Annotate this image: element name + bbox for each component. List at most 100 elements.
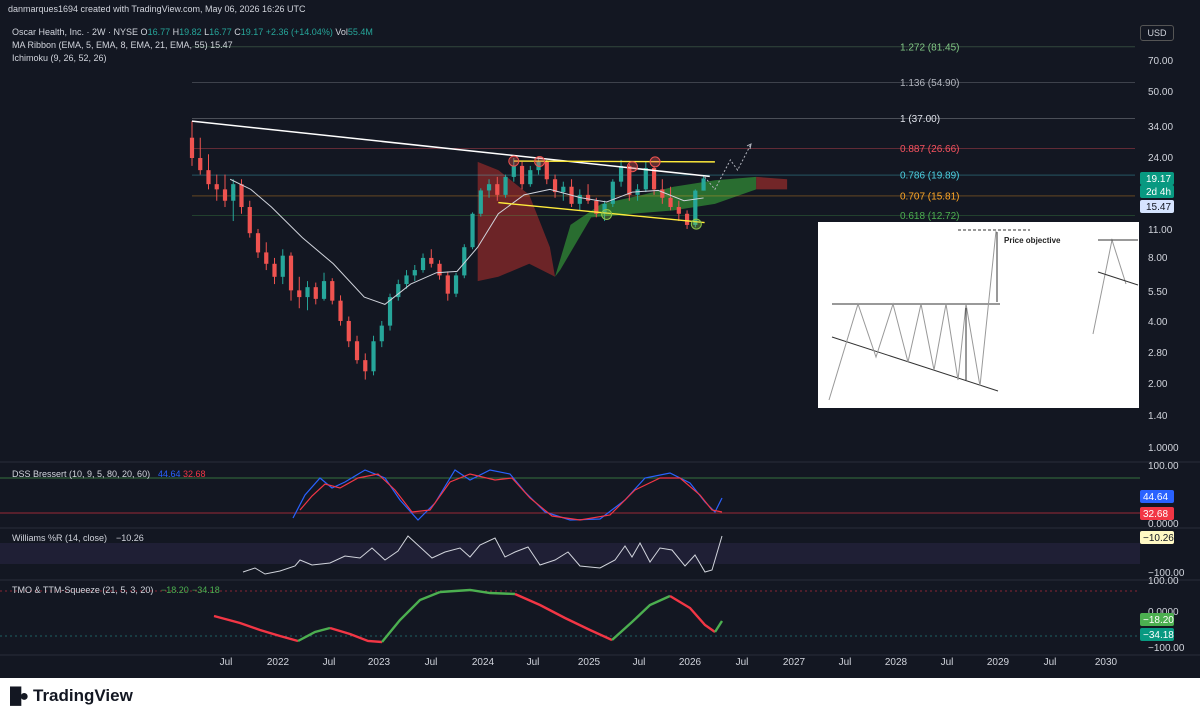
candle-body — [297, 290, 302, 298]
ichimoku-cloud-green — [555, 176, 757, 277]
candle-body — [330, 281, 335, 301]
symbol-title: Oscar Health, Inc. · 2W · NYSE — [12, 27, 139, 37]
candle-body — [214, 184, 219, 190]
pane-value-tag — [1140, 507, 1174, 520]
price-axis-label: 24.00 — [1148, 153, 1173, 164]
candle-body — [684, 213, 690, 225]
time-axis-label: Jul — [736, 657, 749, 668]
candle-body — [676, 207, 681, 214]
projection-arrow — [746, 143, 752, 150]
williams-value: −10.26 — [116, 533, 144, 543]
tmo-line — [514, 592, 613, 642]
inset-mini-bottom — [1097, 271, 1139, 286]
candle-body — [552, 179, 558, 193]
price-chart-svg: 1.272 (81.45) 1.136 (54.90) 1 (37.00) 0.887… — [0, 42, 1200, 668]
williams-line — [242, 535, 723, 575]
touch-marker — [690, 218, 702, 230]
tmo-title: TMO & TTM-Squeeze (21, 5, 3, 20) — [12, 585, 153, 595]
projection-path — [704, 143, 752, 191]
candle-body — [255, 233, 261, 253]
price-tag — [1140, 185, 1174, 198]
time-axis-label: Jul — [323, 657, 336, 668]
candle-body — [495, 184, 500, 195]
candle-body — [305, 287, 310, 298]
candle-body — [338, 300, 343, 321]
candle-body — [544, 161, 549, 180]
open-value: 16.77 — [147, 27, 171, 37]
candle-body — [594, 200, 599, 214]
touch-marker — [508, 155, 520, 167]
tmo-axis-label: 100.00 — [1148, 576, 1179, 587]
fib-label: 1 (37.00) — [900, 114, 940, 125]
symbol-legend: Oscar Health, Inc. · 2W · NYSE O16.77 H1… — [12, 27, 373, 37]
candle-body — [668, 197, 673, 208]
touch-marker — [601, 208, 613, 220]
candle-body — [643, 168, 648, 190]
candle-body — [503, 176, 508, 195]
pane-value-tag — [1140, 490, 1174, 503]
candle-body — [627, 165, 632, 195]
indicator-panes: DSS Bressert (10, 9, 5, 80, 20, 60) 44.64… — [0, 461, 1200, 656]
descending-trendline — [191, 120, 710, 178]
candle-body — [412, 270, 417, 276]
candle-body — [288, 255, 294, 291]
candle-body — [429, 257, 434, 264]
fibonacci-levels: 1.272 (81.45) 1.136 (54.90) 1 (37.00) 0.887… — [192, 42, 1135, 222]
candle-body — [528, 170, 533, 185]
tradingview-logo[interactable]: █● TradingView — [10, 686, 133, 705]
tmo-axis-label: −100.00 — [1148, 643, 1185, 654]
time-axis-label: 2030 — [1095, 657, 1118, 668]
channel-top-line — [513, 160, 715, 163]
volume-value: 55.4M — [347, 27, 373, 37]
touch-marker — [649, 156, 661, 168]
price-axis-label: 8.00 — [1148, 253, 1168, 264]
price-axis-label: 50.00 — [1148, 87, 1173, 98]
tmo-line — [381, 590, 441, 643]
inset-label: Price objective — [1004, 236, 1061, 245]
tmo-value-2: −34.18 — [192, 585, 220, 595]
ma-ribbon — [229, 178, 704, 305]
candle-body — [437, 263, 442, 276]
candle-body — [693, 190, 698, 225]
candle-body — [445, 275, 450, 294]
currency-button[interactable]: USD — [1140, 25, 1174, 41]
high-value: 19.82 — [179, 27, 202, 37]
fib-label: 0.887 (26.66) — [900, 144, 960, 155]
candle-body — [346, 320, 351, 342]
ma-ribbon-line — [229, 178, 704, 305]
tmo-value-1: −18.20 — [161, 585, 189, 595]
fib-label: 1.272 (81.45) — [900, 42, 960, 53]
pane-value-label: −34.18 — [1143, 630, 1174, 641]
price-tag-label: 19.17 — [1146, 174, 1171, 185]
time-axis-label: Jul — [839, 657, 852, 668]
time-axis-label: Jul — [941, 657, 954, 668]
candle-body — [239, 184, 244, 208]
drawing-lines — [191, 120, 752, 230]
candle-body — [264, 252, 269, 264]
ma-ribbon-legend[interactable]: MA Ribbon (EMA, 5, EMA, 8, EMA, 21, EMA,… — [12, 40, 233, 50]
candle-body — [453, 275, 459, 294]
candle-body — [602, 203, 607, 214]
ichimoku-legend[interactable]: Ichimoku (9, 26, 52, 26) — [12, 53, 107, 63]
attribution-text: danmarques1694 created with TradingView.… — [8, 4, 306, 14]
tv-logo-icon: █● — [10, 688, 29, 705]
dss-title: DSS Bressert (10, 9, 5, 80, 20, 60) — [12, 469, 150, 479]
candle-body — [486, 184, 492, 191]
footer-bar: █● TradingView — [0, 678, 1200, 719]
time-axis-label: 2027 — [783, 657, 806, 668]
inset-support — [831, 336, 999, 392]
candle-body — [379, 325, 384, 342]
williams-band — [0, 543, 1140, 564]
candle-body — [321, 281, 327, 299]
tmo-line — [297, 626, 331, 643]
time-axis-label: Jul — [220, 657, 233, 668]
williams-axis-label: −100.00 — [1148, 568, 1185, 579]
dss-blue-line — [292, 469, 723, 521]
price-axis-label: 2.00 — [1148, 379, 1168, 390]
candle-body — [470, 213, 475, 248]
candle-body — [189, 137, 195, 158]
tmo-axis-label: 0.0000 — [1148, 607, 1179, 618]
pane-value-label: −10.26 — [1143, 533, 1174, 544]
time-axis-label: 2023 — [368, 657, 391, 668]
